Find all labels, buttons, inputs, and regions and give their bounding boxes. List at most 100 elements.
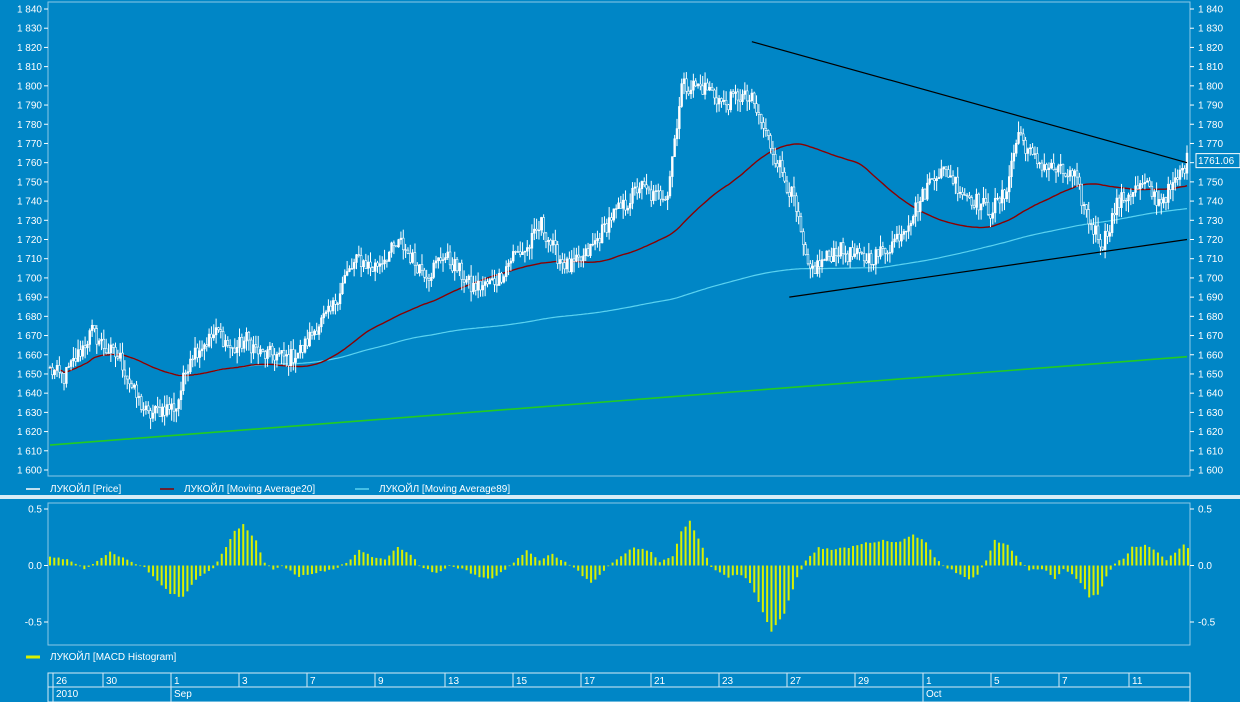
macd-bar [731,565,734,576]
macd-bar [598,565,601,575]
candle [488,277,492,285]
macd-bar [414,559,417,566]
candle [909,220,913,236]
candle-body [834,248,838,256]
candle [275,351,279,368]
candle [998,196,1002,214]
timeline-day-label: 7 [1062,676,1068,687]
candle [741,89,744,105]
candle [1092,217,1095,244]
candle [490,269,494,282]
candle-body [259,349,262,355]
candle-body [275,353,279,361]
candle-body [1054,169,1058,173]
macd-bar [79,565,82,567]
candle-body [949,175,952,178]
candle [1131,192,1135,205]
macd-bar [701,547,704,566]
candle-body [841,242,845,254]
candle [69,359,73,371]
candle [1031,143,1034,156]
candle-body [296,352,300,359]
candle-body [855,248,859,255]
candle [505,260,508,282]
macd-bar [723,565,726,575]
macd-bar [49,556,51,566]
candle-body [285,354,288,357]
candle-body [905,230,908,233]
candle [350,258,353,270]
candle [116,349,120,361]
candle [1019,126,1023,136]
candle [285,349,288,367]
candle-body [474,282,477,291]
candle-body [205,344,208,347]
candle-body [315,330,318,335]
candle-body [764,128,768,131]
macd-bar [693,530,696,566]
candle [224,334,227,352]
macd-bar [57,557,60,566]
candle [598,232,601,252]
candle-body [247,332,251,341]
macd-bar [525,550,528,566]
candle-body [402,237,405,250]
candle [710,82,714,91]
candle [788,182,791,208]
candle [540,216,543,236]
candle-body [1115,197,1119,216]
candle-body [523,250,527,253]
candle-body [893,238,896,243]
macd-bar [727,565,730,578]
candle [558,255,562,271]
candle-body [818,260,821,267]
candle [900,225,903,247]
candle [750,88,754,103]
macd-bar [289,565,292,571]
candle [214,318,218,344]
candle [97,338,101,347]
candle [170,398,173,421]
candle-body [975,193,978,208]
candle-body [1089,223,1093,225]
candle-body [993,197,997,214]
candle [664,196,667,201]
macd-bar [126,559,129,566]
candle [652,184,655,205]
candle-body [282,350,286,357]
macd-bar [628,549,631,566]
macd-bar [852,545,855,566]
candle [1115,189,1119,224]
macd-bar [1066,565,1069,572]
candle-body [982,198,985,205]
candle [306,329,309,350]
candle [954,176,957,195]
candle [781,151,784,178]
candle-body [93,324,96,329]
macd-bar [839,547,842,566]
price-y-tick-right: 1 830 [1198,24,1223,35]
candle [1052,153,1055,171]
candle-body [937,177,941,179]
macd-bar [323,565,326,572]
macd-bar [482,565,485,578]
candle-body [1010,160,1013,177]
candle-body [547,239,550,242]
candle [1080,183,1083,215]
legend-label: ЛУКОЙЛ [Moving Average20] [184,482,315,495]
candle [331,297,335,315]
candle [640,180,644,200]
candle [109,337,113,362]
candle-body [600,224,604,244]
candle-body [561,259,564,264]
candle [947,165,950,178]
candle-body [722,99,725,102]
macd-bar [796,565,799,578]
candle-body [944,166,948,170]
timeline-day-label: 1 [926,676,932,687]
macd-bar [130,561,133,566]
last-price-box [1195,153,1240,169]
macd-bar [1161,556,1164,566]
candle [521,242,524,255]
candle-body [1113,213,1116,216]
